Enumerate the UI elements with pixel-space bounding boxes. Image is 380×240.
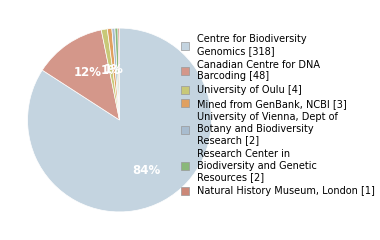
Wedge shape <box>112 28 119 120</box>
Text: 1%: 1% <box>104 63 124 76</box>
Wedge shape <box>107 28 119 120</box>
Wedge shape <box>101 29 119 120</box>
Text: 12%: 12% <box>73 66 101 79</box>
Text: 84%: 84% <box>133 163 161 177</box>
Text: 1%: 1% <box>101 64 121 77</box>
Wedge shape <box>118 28 119 120</box>
Legend: Centre for Biodiversity
Genomics [318], Canadian Centre for DNA
Barcoding [48], : Centre for Biodiversity Genomics [318], … <box>180 34 375 196</box>
Wedge shape <box>42 30 119 120</box>
Wedge shape <box>28 28 211 212</box>
Wedge shape <box>115 28 119 120</box>
